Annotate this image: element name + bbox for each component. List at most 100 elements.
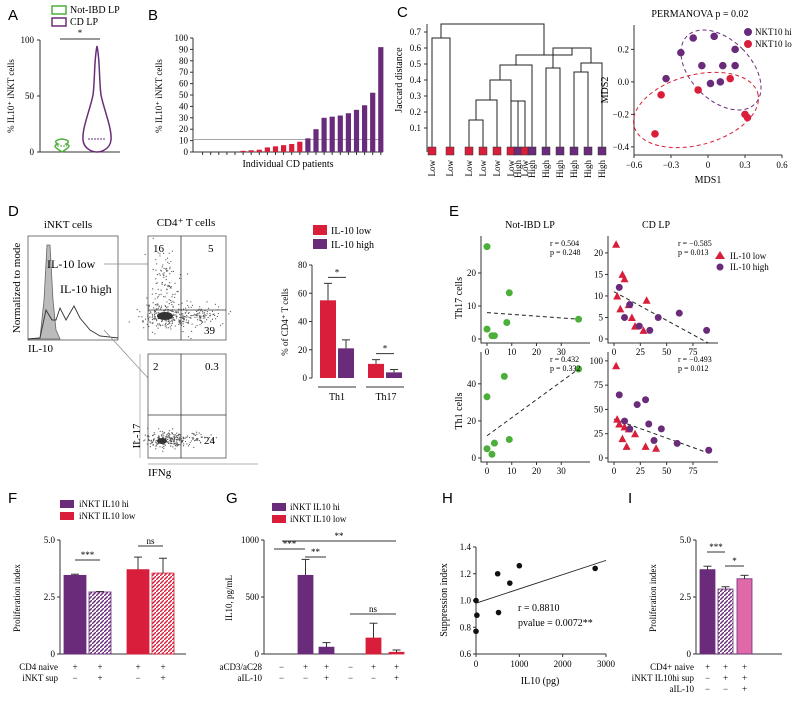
- axes: [475, 547, 606, 655]
- event-dot: [128, 321, 130, 323]
- y-tick-label: 80: [298, 260, 308, 270]
- event-dot: [156, 442, 158, 444]
- point: [500, 372, 508, 380]
- event-dot: [160, 325, 162, 327]
- event-dot: [211, 318, 214, 320]
- event-dot: [207, 316, 209, 319]
- axes: [263, 540, 392, 655]
- sig-label: **: [335, 531, 345, 541]
- bar: [256, 149, 262, 152]
- event-dot: [202, 312, 204, 314]
- event-dot: [152, 237, 154, 239]
- condition-sign: +: [742, 673, 747, 683]
- chart-title: PERMANOVA p = 0.02: [651, 9, 748, 20]
- event-dot: [154, 298, 156, 300]
- event-dot: [163, 295, 165, 298]
- event-dot: [198, 432, 200, 434]
- event-dot: [187, 320, 190, 322]
- condition-sign: −: [723, 684, 728, 694]
- event-dot: [175, 435, 178, 437]
- event-dot: [155, 319, 158, 321]
- event-dot: [181, 317, 184, 319]
- x-tick-label: 10: [507, 466, 517, 476]
- event-dot: [172, 319, 174, 321]
- histogram-il10-low: [27, 244, 61, 340]
- y-tick-label: 0.5: [410, 59, 422, 69]
- quad-lr-low: 39: [204, 325, 216, 337]
- event-dot: [171, 442, 173, 445]
- event-dot: [177, 310, 179, 313]
- event-dot: [170, 310, 172, 312]
- quad-ur-high: 0.3: [205, 361, 219, 373]
- event-dot: [155, 318, 157, 320]
- event-dot: [168, 321, 170, 323]
- event-dot: [157, 327, 159, 329]
- event-dot: [152, 322, 154, 325]
- event-dot: [138, 316, 140, 318]
- y-tick-label: 100: [590, 356, 604, 366]
- legend-swatch-low: [272, 515, 286, 523]
- event-dot: [174, 325, 176, 327]
- event-dot: [210, 434, 212, 436]
- leaf-swatch: [527, 146, 537, 156]
- event-dot: [161, 266, 163, 268]
- stat-p: p = 0.248: [550, 248, 581, 257]
- trend-line: [486, 368, 579, 437]
- event-dot: [186, 443, 188, 445]
- event-dot: [176, 438, 178, 441]
- event-dot: [198, 312, 200, 314]
- title-not-ibd: Not-IBD LP: [505, 220, 555, 231]
- event-dot: [211, 310, 214, 312]
- event-dot: [169, 281, 171, 284]
- event-dot: [142, 320, 144, 323]
- event-dot: [147, 307, 150, 309]
- y-tick-label: 60: [179, 79, 189, 89]
- histogram-frame: [27, 235, 119, 341]
- event-dot: [152, 302, 154, 304]
- event-dot: [150, 322, 152, 324]
- condition-sign: +: [371, 662, 376, 672]
- event-dot: [175, 311, 177, 313]
- violin-cd-lp: [82, 45, 112, 153]
- event-dot: [148, 310, 150, 312]
- axes: [480, 236, 590, 344]
- event-dot: [154, 333, 156, 335]
- event-dot: [171, 437, 173, 439]
- condition-sign: −: [303, 673, 308, 683]
- quad-lr-high: 24: [204, 435, 216, 447]
- event-dot: [162, 264, 164, 266]
- event-dot: [176, 440, 178, 442]
- event-dot: [215, 318, 217, 320]
- condition-sign: −: [705, 673, 710, 683]
- point: [731, 61, 739, 70]
- event-dot: [169, 266, 171, 268]
- event-dot: [185, 319, 188, 321]
- event-dot: [173, 318, 175, 320]
- event-dot: [164, 304, 166, 307]
- event-dot: [170, 299, 172, 302]
- x-tick-label: 25: [636, 466, 646, 476]
- dot-cloud-high: [134, 427, 218, 452]
- legend-label-lo: NKT10 lo: [755, 39, 792, 49]
- event-dot: [160, 306, 162, 309]
- point-il10-low: [641, 442, 650, 450]
- event-dot: [179, 322, 181, 324]
- event-dot: [156, 304, 158, 306]
- event-dot: [155, 444, 157, 446]
- bar: [88, 591, 112, 655]
- event-dot: [154, 310, 157, 313]
- condition-table: CD4 naive + + + +iNKT sup − + − +: [19, 662, 165, 683]
- event-dot: [144, 439, 146, 441]
- dotplot-high-frame: [147, 353, 227, 459]
- condition-sign: −: [705, 684, 710, 694]
- y-ticks: 0 2.5 5.0: [44, 535, 60, 659]
- histogram-x-label: IL-10: [28, 343, 54, 355]
- x-tick-label: 0: [474, 659, 479, 669]
- point-il10-low: [616, 304, 625, 313]
- y-tick-label: 2.5: [44, 592, 56, 602]
- event-dot: [166, 320, 168, 322]
- event-dot: [190, 337, 192, 340]
- event-dot: [219, 324, 222, 326]
- axes: [480, 352, 590, 463]
- event-dot: [206, 313, 208, 315]
